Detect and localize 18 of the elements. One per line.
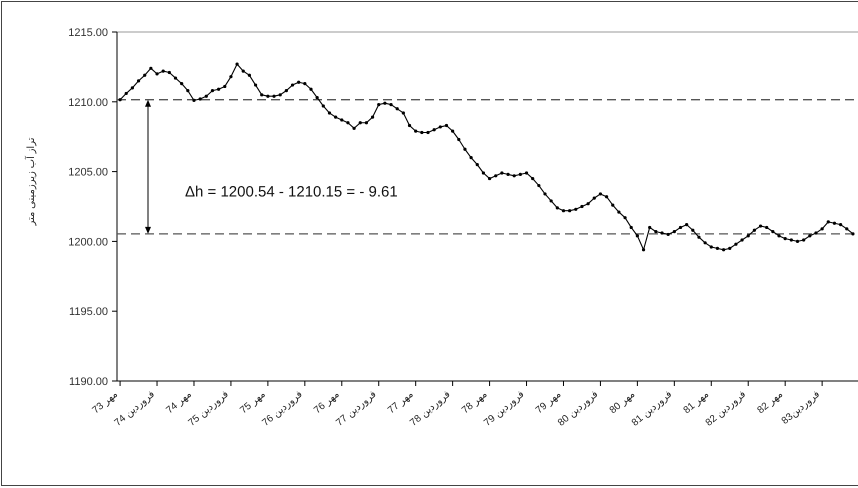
x-tick-label: مهر 82 bbox=[756, 388, 786, 416]
x-tick-label: مهر 80 bbox=[608, 388, 638, 416]
x-tick-label: مهر 81 bbox=[682, 388, 712, 416]
x-tick-label: مهر 79 bbox=[534, 388, 564, 416]
y-tick-label: 1195.00 bbox=[69, 306, 108, 318]
y-tick-label: 1205.00 bbox=[68, 166, 108, 179]
x-tick-label: مهر 78 bbox=[460, 388, 490, 416]
x-tick-label: مهر 73 bbox=[90, 388, 120, 416]
x-tick-label: مهر 75 bbox=[238, 388, 268, 416]
x-tick-label: مهر 74 bbox=[164, 388, 194, 416]
x-tick-label: مهر 76 bbox=[312, 388, 342, 416]
annotation: Δh = 1200.54 - 1210.15 = - 9.61 bbox=[185, 184, 398, 200]
y-tick-label: 1215.00 bbox=[68, 27, 108, 39]
y-tick-label: 1210.00 bbox=[68, 96, 108, 109]
y-tick-label: 1200.00 bbox=[68, 236, 108, 248]
y-axis-title: تراز آب زیرزمینی متر bbox=[24, 137, 37, 227]
y-tick-label: 1190.00 bbox=[69, 376, 108, 388]
x-tick-label: مهر 77 bbox=[386, 388, 416, 416]
